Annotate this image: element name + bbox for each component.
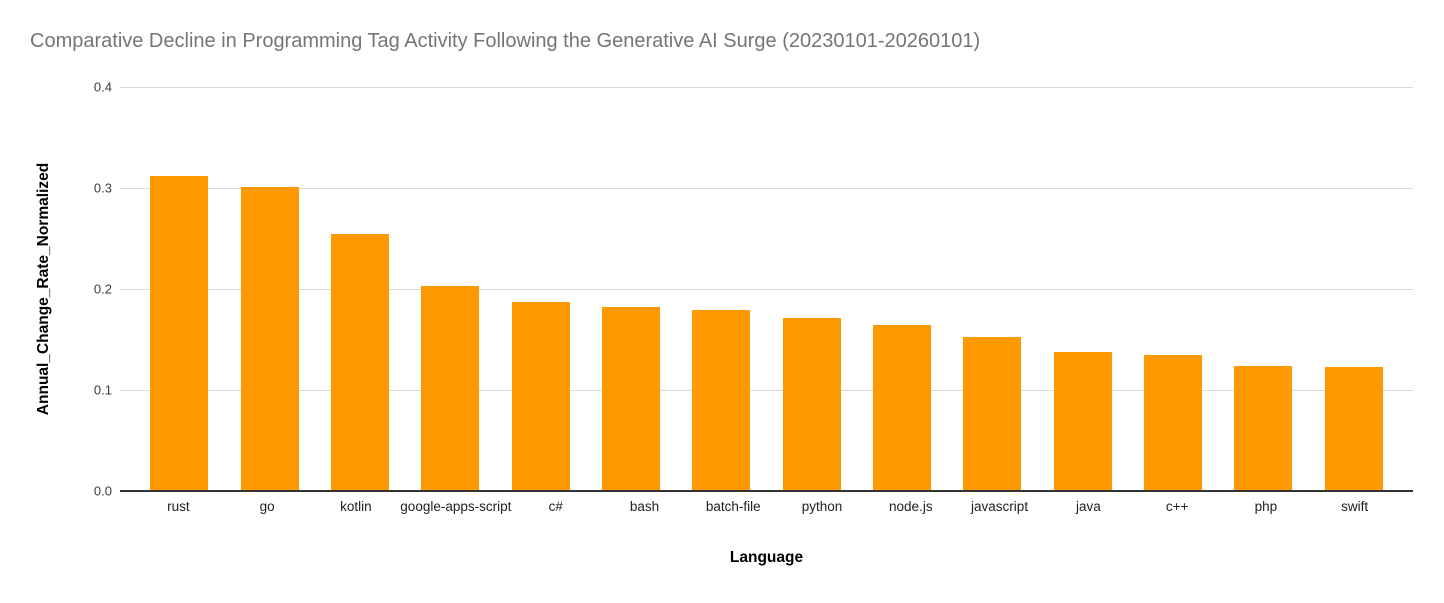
- x-tick-label-bash: bash: [629, 499, 660, 514]
- bar-slot: [947, 87, 1037, 491]
- bar-slot: [405, 87, 495, 491]
- x-tick-label-node.js: node.js: [889, 499, 933, 514]
- chart-title: Comparative Decline in Programming Tag A…: [30, 30, 981, 52]
- x-tick-label-c++: c++: [1165, 499, 1189, 514]
- x-tick-label-php: php: [1254, 499, 1278, 514]
- plot-area: [120, 87, 1413, 492]
- bar-google-apps-script: [421, 285, 480, 491]
- x-tick-label-javascript: javascript: [971, 499, 1029, 514]
- y-tick-label: 0.4: [93, 79, 112, 95]
- y-tick-label: 0.3: [93, 180, 112, 196]
- y-tick-label: 0.0: [93, 483, 112, 499]
- bar-slot: [676, 87, 766, 491]
- x-axis-title: Language: [729, 549, 804, 566]
- gridline: [120, 289, 1413, 290]
- bar-c++: [1144, 354, 1203, 491]
- bar-slot: [857, 87, 947, 491]
- x-tick-label-c#: c#: [548, 499, 563, 514]
- gridline: [120, 188, 1413, 189]
- x-tick-label-kotlin: kotlin: [340, 499, 372, 514]
- bar-javascript: [963, 337, 1022, 491]
- bar-slot: [1128, 87, 1218, 491]
- bar-java: [1053, 351, 1112, 491]
- x-tick-label-java: java: [1075, 499, 1101, 514]
- x-tick-label-rust: rust: [167, 499, 190, 514]
- bar-php: [1234, 365, 1293, 491]
- gridline: [120, 87, 1413, 88]
- x-tick-label-swift: swift: [1341, 499, 1369, 514]
- bar-node.js: [873, 325, 932, 491]
- x-tick-label-go: go: [259, 499, 275, 514]
- bar-swift: [1324, 366, 1383, 491]
- y-tick-label: 0.2: [93, 281, 112, 297]
- bar-slot: [315, 87, 405, 491]
- bar-batch-file: [692, 310, 751, 491]
- x-tick-labels: rust go kotlin google-apps-script c# bash batc…: [134, 499, 1399, 514]
- bar-slot: [134, 87, 224, 491]
- bar-kotlin: [330, 234, 389, 491]
- bar-go: [240, 187, 299, 491]
- bar-slot: [767, 87, 857, 491]
- bar-c#: [511, 302, 570, 491]
- y-tick-label: 0.1: [93, 382, 112, 398]
- bars-row: [134, 87, 1399, 491]
- bar-slot: [1038, 87, 1128, 491]
- x-tick-label-python: python: [801, 499, 843, 514]
- bar-slot: [1218, 87, 1308, 491]
- gridline: [120, 390, 1413, 391]
- x-axis-line: [120, 490, 1413, 492]
- bar-bash: [601, 307, 660, 491]
- x-tick-label-batch-file: batch-file: [705, 499, 761, 514]
- bar-rust: [150, 175, 209, 491]
- y-axis-title: Annual_Change_Rate_Normalized: [35, 162, 52, 416]
- bar-slot: [586, 87, 676, 491]
- bar-python: [782, 318, 841, 491]
- x-tick-label-google-apps-script: google-apps-script: [400, 499, 512, 514]
- bar-slot: [1309, 87, 1399, 491]
- bar-slot: [224, 87, 314, 491]
- bar-slot: [495, 87, 585, 491]
